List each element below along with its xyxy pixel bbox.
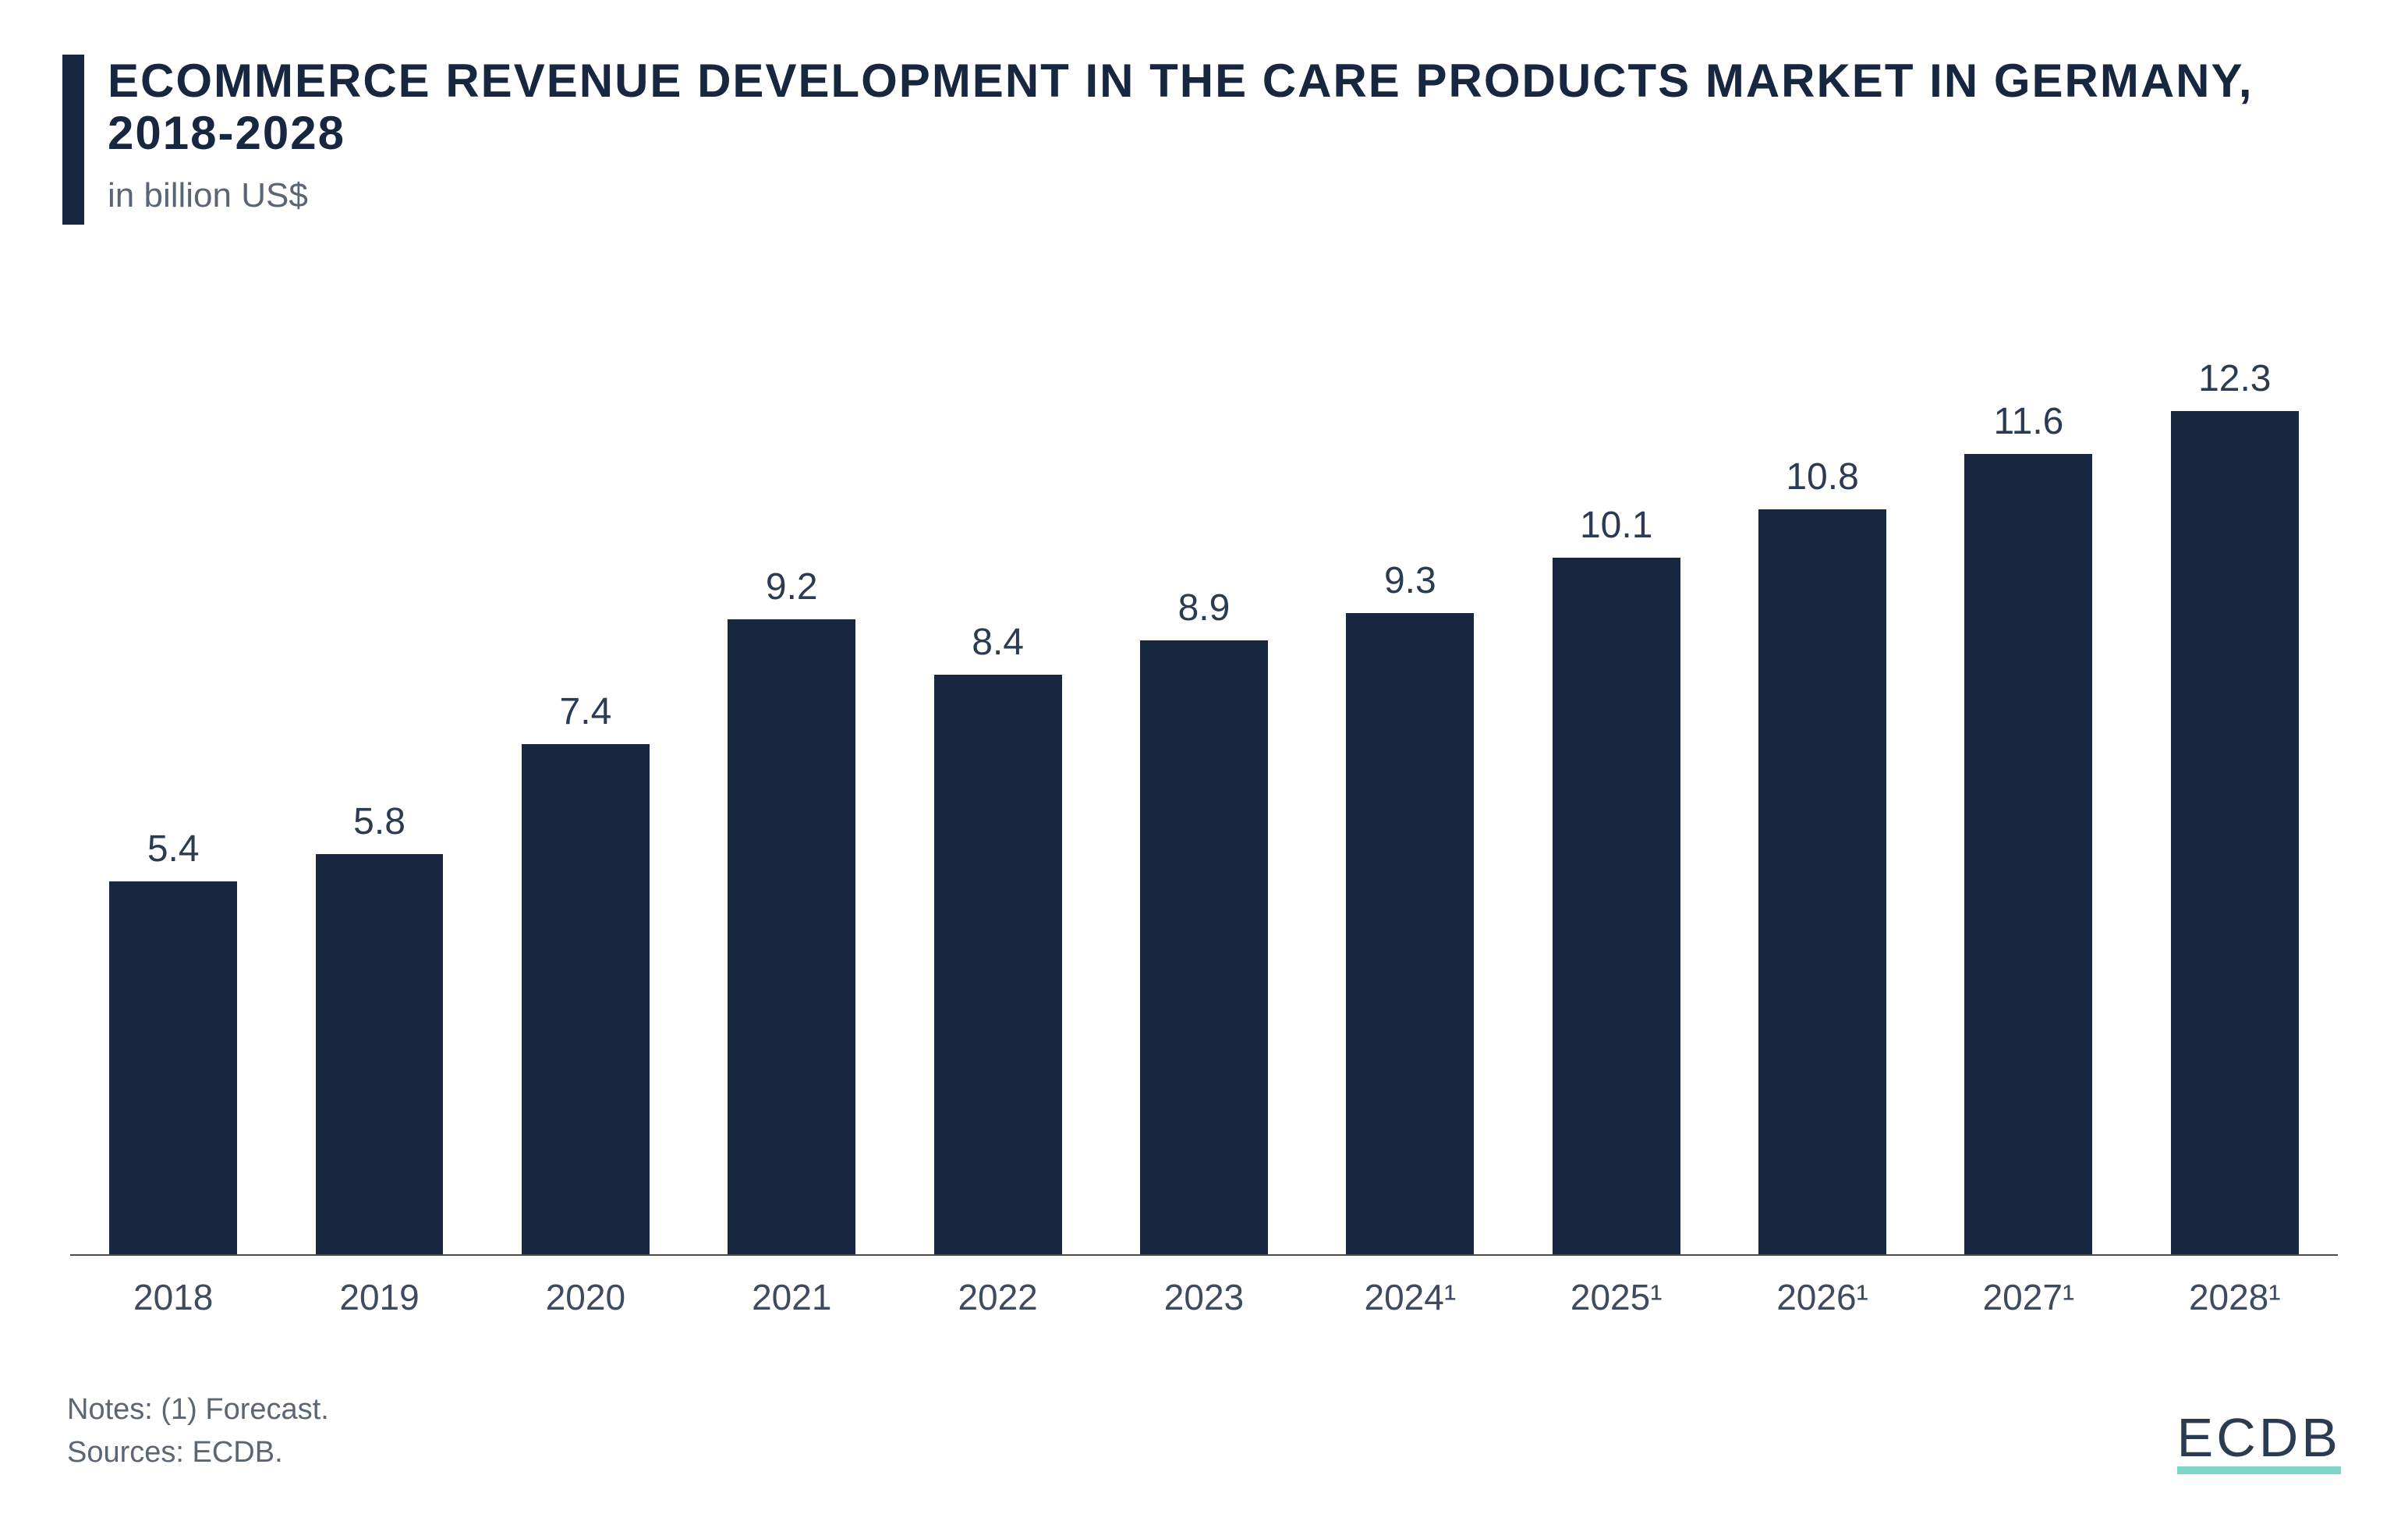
category-label: 2022 <box>894 1276 1100 1318</box>
chart-area: 5.4 5.8 7.4 9.2 8.4 8.9 9.3 10.1 10.8 11.6 12.3 20… <box>62 232 2346 1317</box>
bar-slot: 10.8 <box>1719 357 1925 1253</box>
category-label: 2027¹ <box>1925 1276 2131 1318</box>
bar <box>2171 411 2299 1253</box>
bar <box>316 854 444 1254</box>
bar <box>934 675 1062 1254</box>
chart-title: ECOMMERCE REVENUE DEVELOPMENT IN THE CAR… <box>108 55 2346 159</box>
bars-row: 5.4 5.8 7.4 9.2 8.4 8.9 9.3 10.1 10.8 11.6 12.3 <box>70 357 2338 1255</box>
bar-slot: 7.4 <box>483 357 689 1253</box>
bar-slot: 9.3 <box>1307 357 1513 1253</box>
bar-slot: 8.4 <box>894 357 1100 1253</box>
category-label: 2025¹ <box>1514 1276 1719 1318</box>
footer: Notes: (1) Forecast. Sources: ECDB. ECDB <box>62 1388 2346 1474</box>
title-accent-bar <box>62 55 84 225</box>
bar <box>1346 613 1474 1254</box>
bar-slot: 11.6 <box>1925 357 2131 1253</box>
bar <box>1553 558 1680 1254</box>
bar-slot: 12.3 <box>2132 357 2338 1253</box>
bar-value-label: 9.3 <box>1384 559 1436 602</box>
bar-slot: 5.4 <box>70 357 276 1253</box>
category-labels-row: 2018201920202021202220232024¹2025¹2026¹2… <box>70 1276 2338 1318</box>
category-label: 2024¹ <box>1307 1276 1513 1318</box>
bar-value-label: 7.4 <box>560 690 612 733</box>
bar-value-label: 11.6 <box>1993 400 2063 443</box>
header-block: ECOMMERCE REVENUE DEVELOPMENT IN THE CAR… <box>62 55 2346 225</box>
bar <box>1140 640 1268 1254</box>
footnote-notes: Notes: (1) Forecast. <box>67 1388 329 1431</box>
bar-value-label: 12.3 <box>2198 357 2271 400</box>
bar-slot: 9.2 <box>689 357 894 1253</box>
bar-value-label: 9.2 <box>766 566 818 608</box>
category-label: 2023 <box>1101 1276 1307 1318</box>
bar-value-label: 5.8 <box>353 800 405 843</box>
bar-value-label: 5.4 <box>147 828 200 870</box>
bar-slot: 10.1 <box>1514 357 1719 1253</box>
bar-value-label: 10.8 <box>1786 456 1858 498</box>
footnotes: Notes: (1) Forecast. Sources: ECDB. <box>67 1388 329 1474</box>
bar-value-label: 10.1 <box>1580 504 1652 547</box>
title-wrap: ECOMMERCE REVENUE DEVELOPMENT IN THE CAR… <box>108 55 2346 225</box>
category-label: 2019 <box>276 1276 482 1318</box>
bar-value-label: 8.9 <box>1178 587 1231 629</box>
bar <box>1964 454 2092 1254</box>
category-label: 2021 <box>689 1276 894 1318</box>
category-label: 2026¹ <box>1719 1276 1925 1318</box>
bar-value-label: 8.4 <box>972 621 1024 664</box>
footnote-sources: Sources: ECDB. <box>67 1431 329 1474</box>
brand-logo: ECDB <box>2177 1410 2341 1474</box>
bar-slot: 8.9 <box>1101 357 1307 1253</box>
bar <box>109 881 237 1253</box>
bar <box>1758 509 1886 1254</box>
category-label: 2028¹ <box>2132 1276 2338 1318</box>
bar <box>728 619 855 1253</box>
chart-subtitle: in billion US$ <box>108 176 2346 215</box>
bar <box>522 744 650 1254</box>
category-label: 2020 <box>483 1276 689 1318</box>
category-label: 2018 <box>70 1276 276 1318</box>
bar-slot: 5.8 <box>276 357 482 1253</box>
chart-container: ECOMMERCE REVENUE DEVELOPMENT IN THE CAR… <box>0 0 2408 1521</box>
